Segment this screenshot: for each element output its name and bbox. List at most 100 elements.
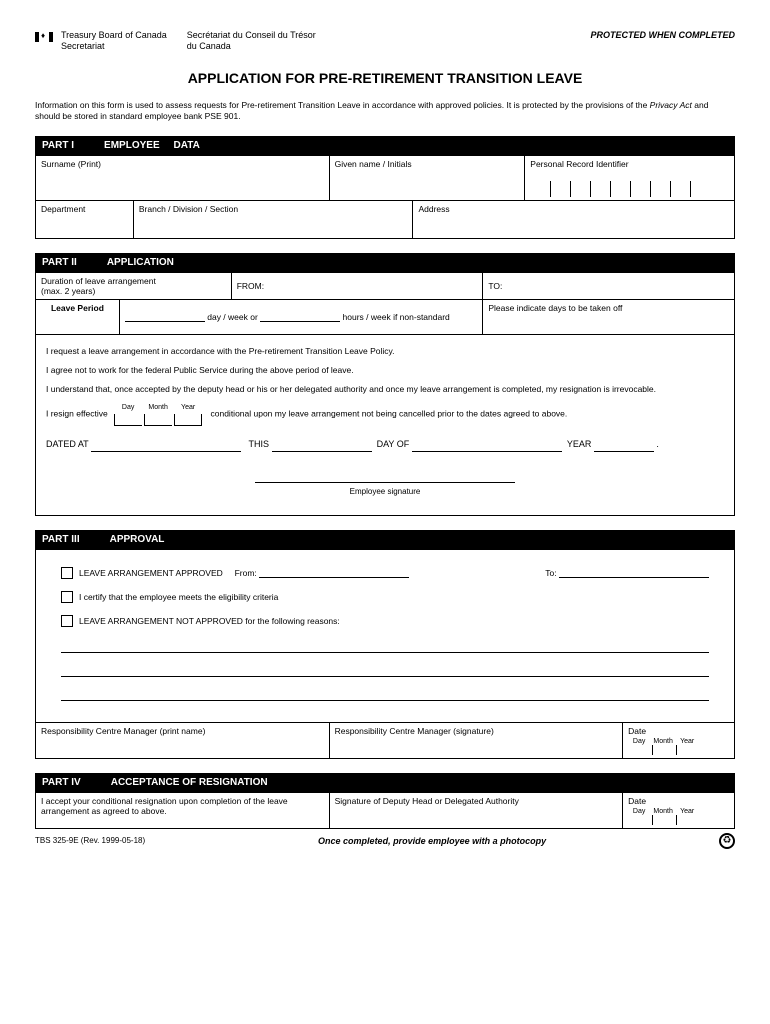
- resign-label: I resign effective: [46, 408, 108, 418]
- part2-title: APPLICATION: [107, 257, 174, 268]
- mgr-print-cell[interactable]: Responsibility Centre Manager (print nam…: [36, 722, 330, 758]
- from-label: FROM:: [237, 281, 264, 291]
- footer: TBS 325-9E (Rev. 1999-05-18) Once comple…: [35, 833, 735, 849]
- part4-title: ACCEPTANCE OF RESIGNATION: [111, 777, 268, 788]
- from-cell[interactable]: FROM:: [231, 272, 483, 299]
- pri-label: Personal Record Identifier: [530, 159, 628, 169]
- p4y: Year: [680, 808, 694, 815]
- part2-header: PART II APPLICATION: [35, 253, 735, 272]
- address-cell[interactable]: Address: [413, 200, 735, 238]
- p4-date-cell[interactable]: Date Day Month Year: [623, 792, 735, 828]
- duration-cell[interactable]: Duration of leave arrangement (max. 2 ye…: [36, 272, 232, 299]
- p4-date-label: Date: [628, 796, 729, 806]
- p3-date-cell[interactable]: Date Day Month Year: [623, 722, 735, 758]
- leave-period-label-cell: Leave Period: [36, 299, 120, 334]
- dept-fr-1: Secrétariat du Conseil du Trésor: [187, 30, 316, 41]
- part2-table: Duration of leave arrangement (max. 2 ye…: [35, 272, 735, 516]
- reason-line-1[interactable]: [61, 639, 709, 653]
- mgr-sig-label: Responsibility Centre Manager (signature…: [335, 726, 494, 736]
- dept-en-1: Treasury Board of Canada: [61, 30, 167, 41]
- not-approved-row: LEAVE ARRANGEMENT NOT APPROVED for the f…: [61, 615, 709, 627]
- protected-label: PROTECTED WHEN COMPLETED: [590, 30, 735, 40]
- dept-label: Department: [41, 204, 85, 214]
- p3m: Month: [653, 738, 672, 745]
- approved-from: From:: [235, 568, 257, 578]
- resign-line: I resign effective Day Month Year condit…: [46, 402, 724, 427]
- dw-label: day / week or: [205, 312, 260, 322]
- address-label: Address: [418, 204, 449, 214]
- approved-checkbox[interactable]: [61, 567, 73, 579]
- page-header: Treasury Board of Canada Secretariat Sec…: [35, 30, 735, 52]
- to-label: TO:: [488, 281, 502, 291]
- y-lbl: Year: [181, 402, 195, 415]
- intro-em: Privacy Act: [650, 100, 692, 110]
- not-approved-checkbox[interactable]: [61, 615, 73, 627]
- emp-sig-label: Employee signature: [46, 485, 724, 499]
- deputy-sig-cell[interactable]: Signature of Deputy Head or Delegated Au…: [329, 792, 623, 828]
- statements-cell: I request a leave arrangement in accorda…: [36, 334, 735, 515]
- reason-line-3[interactable]: [61, 687, 709, 701]
- day-of: DAY OF: [377, 439, 410, 449]
- dept-french: Secrétariat du Conseil du Trésor du Cana…: [187, 30, 316, 52]
- pri-boxes: [530, 181, 729, 197]
- d-lbl: Day: [122, 402, 134, 415]
- part3-header: PART III APPROVAL: [35, 530, 735, 549]
- dated-at: DATED AT: [46, 439, 89, 449]
- p3d: Day: [633, 738, 645, 745]
- leave-period-cell[interactable]: day / week or hours / week if non-standa…: [119, 299, 482, 334]
- approved-label: LEAVE ARRANGEMENT APPROVED: [79, 568, 223, 578]
- days-off-label: Please indicate days to be taken off: [488, 303, 622, 313]
- form-title: APPLICATION FOR PRE-RETIREMENT TRANSITIO…: [35, 70, 735, 86]
- approved-row: LEAVE ARRANGEMENT APPROVED From: To:: [61, 567, 709, 579]
- dept-en-2: Secretariat: [61, 41, 167, 52]
- part2-label: PART II: [42, 257, 77, 268]
- part1-table: Surname (Print) Given name / Initials Pe…: [35, 155, 735, 239]
- leave-period-label: Leave Period: [51, 303, 104, 313]
- footer-note: Once completed, provide employee with a …: [145, 836, 719, 846]
- pri-cell[interactable]: Personal Record Identifier: [525, 155, 735, 200]
- approved-to: To:: [545, 568, 556, 578]
- to-cell[interactable]: TO:: [483, 272, 735, 299]
- part1-header: PART IEMPLOYEE DATA: [35, 136, 735, 155]
- certify-checkbox[interactable]: [61, 591, 73, 603]
- p4m: Month: [653, 808, 672, 815]
- form-number: TBS 325-9E (Rev. 1999-05-18): [35, 836, 145, 845]
- dated-line: DATED AT THIS DAY OF YEAR .: [46, 436, 724, 452]
- stmt3: I understand that, once accepted by the …: [46, 382, 724, 397]
- given-label: Given name / Initials: [335, 159, 412, 169]
- recycle-icon: ♻: [719, 833, 735, 849]
- reason-line-2[interactable]: [61, 663, 709, 677]
- intro-1: Information on this form is used to asse…: [35, 100, 650, 110]
- certify-row: I certify that the employee meets the el…: [61, 591, 709, 603]
- given-cell[interactable]: Given name / Initials: [329, 155, 525, 200]
- conditional-text: conditional upon my leave arrangement no…: [211, 408, 568, 418]
- hw-label: hours / week if non-standard: [340, 312, 450, 322]
- accept-cell: I accept your conditional resignation up…: [36, 792, 330, 828]
- mgr-sig-cell[interactable]: Responsibility Centre Manager (signature…: [329, 722, 623, 758]
- stmt2: I agree not to work for the federal Publ…: [46, 363, 724, 378]
- dur-l2: (max. 2 years): [41, 286, 226, 296]
- intro-text: Information on this form is used to asse…: [35, 100, 735, 122]
- dept-fr-2: du Canada: [187, 41, 316, 52]
- approval-body-cell: LEAVE ARRANGEMENT APPROVED From: To: I c…: [36, 549, 735, 722]
- p3y: Year: [680, 738, 694, 745]
- surname-cell[interactable]: Surname (Print): [36, 155, 330, 200]
- part3-label: PART III: [42, 534, 80, 545]
- dept-cell[interactable]: Department: [36, 200, 134, 238]
- resign-date-boxes[interactable]: Day Month Year: [114, 402, 204, 427]
- not-approved-label: LEAVE ARRANGEMENT NOT APPROVED for the f…: [79, 616, 340, 626]
- part3-table: LEAVE ARRANGEMENT APPROVED From: To: I c…: [35, 549, 735, 759]
- m-lbl: Month: [148, 402, 167, 415]
- days-off-cell[interactable]: Please indicate days to be taken off: [483, 299, 735, 334]
- canada-flag-icon: [35, 32, 53, 42]
- part1-title: EMPLOYEE DATA: [104, 140, 200, 151]
- emp-sig-line[interactable]: [255, 482, 515, 483]
- emp-sig-block: Employee signature: [46, 482, 724, 499]
- branch-cell[interactable]: Branch / Division / Section: [133, 200, 413, 238]
- branch-label: Branch / Division / Section: [139, 204, 238, 214]
- part4-table: I accept your conditional resignation up…: [35, 792, 735, 829]
- p4d: Day: [633, 808, 645, 815]
- stmt1: I request a leave arrangement in accorda…: [46, 344, 724, 359]
- part3-title: APPROVAL: [110, 534, 165, 545]
- dur-l1: Duration of leave arrangement: [41, 276, 226, 286]
